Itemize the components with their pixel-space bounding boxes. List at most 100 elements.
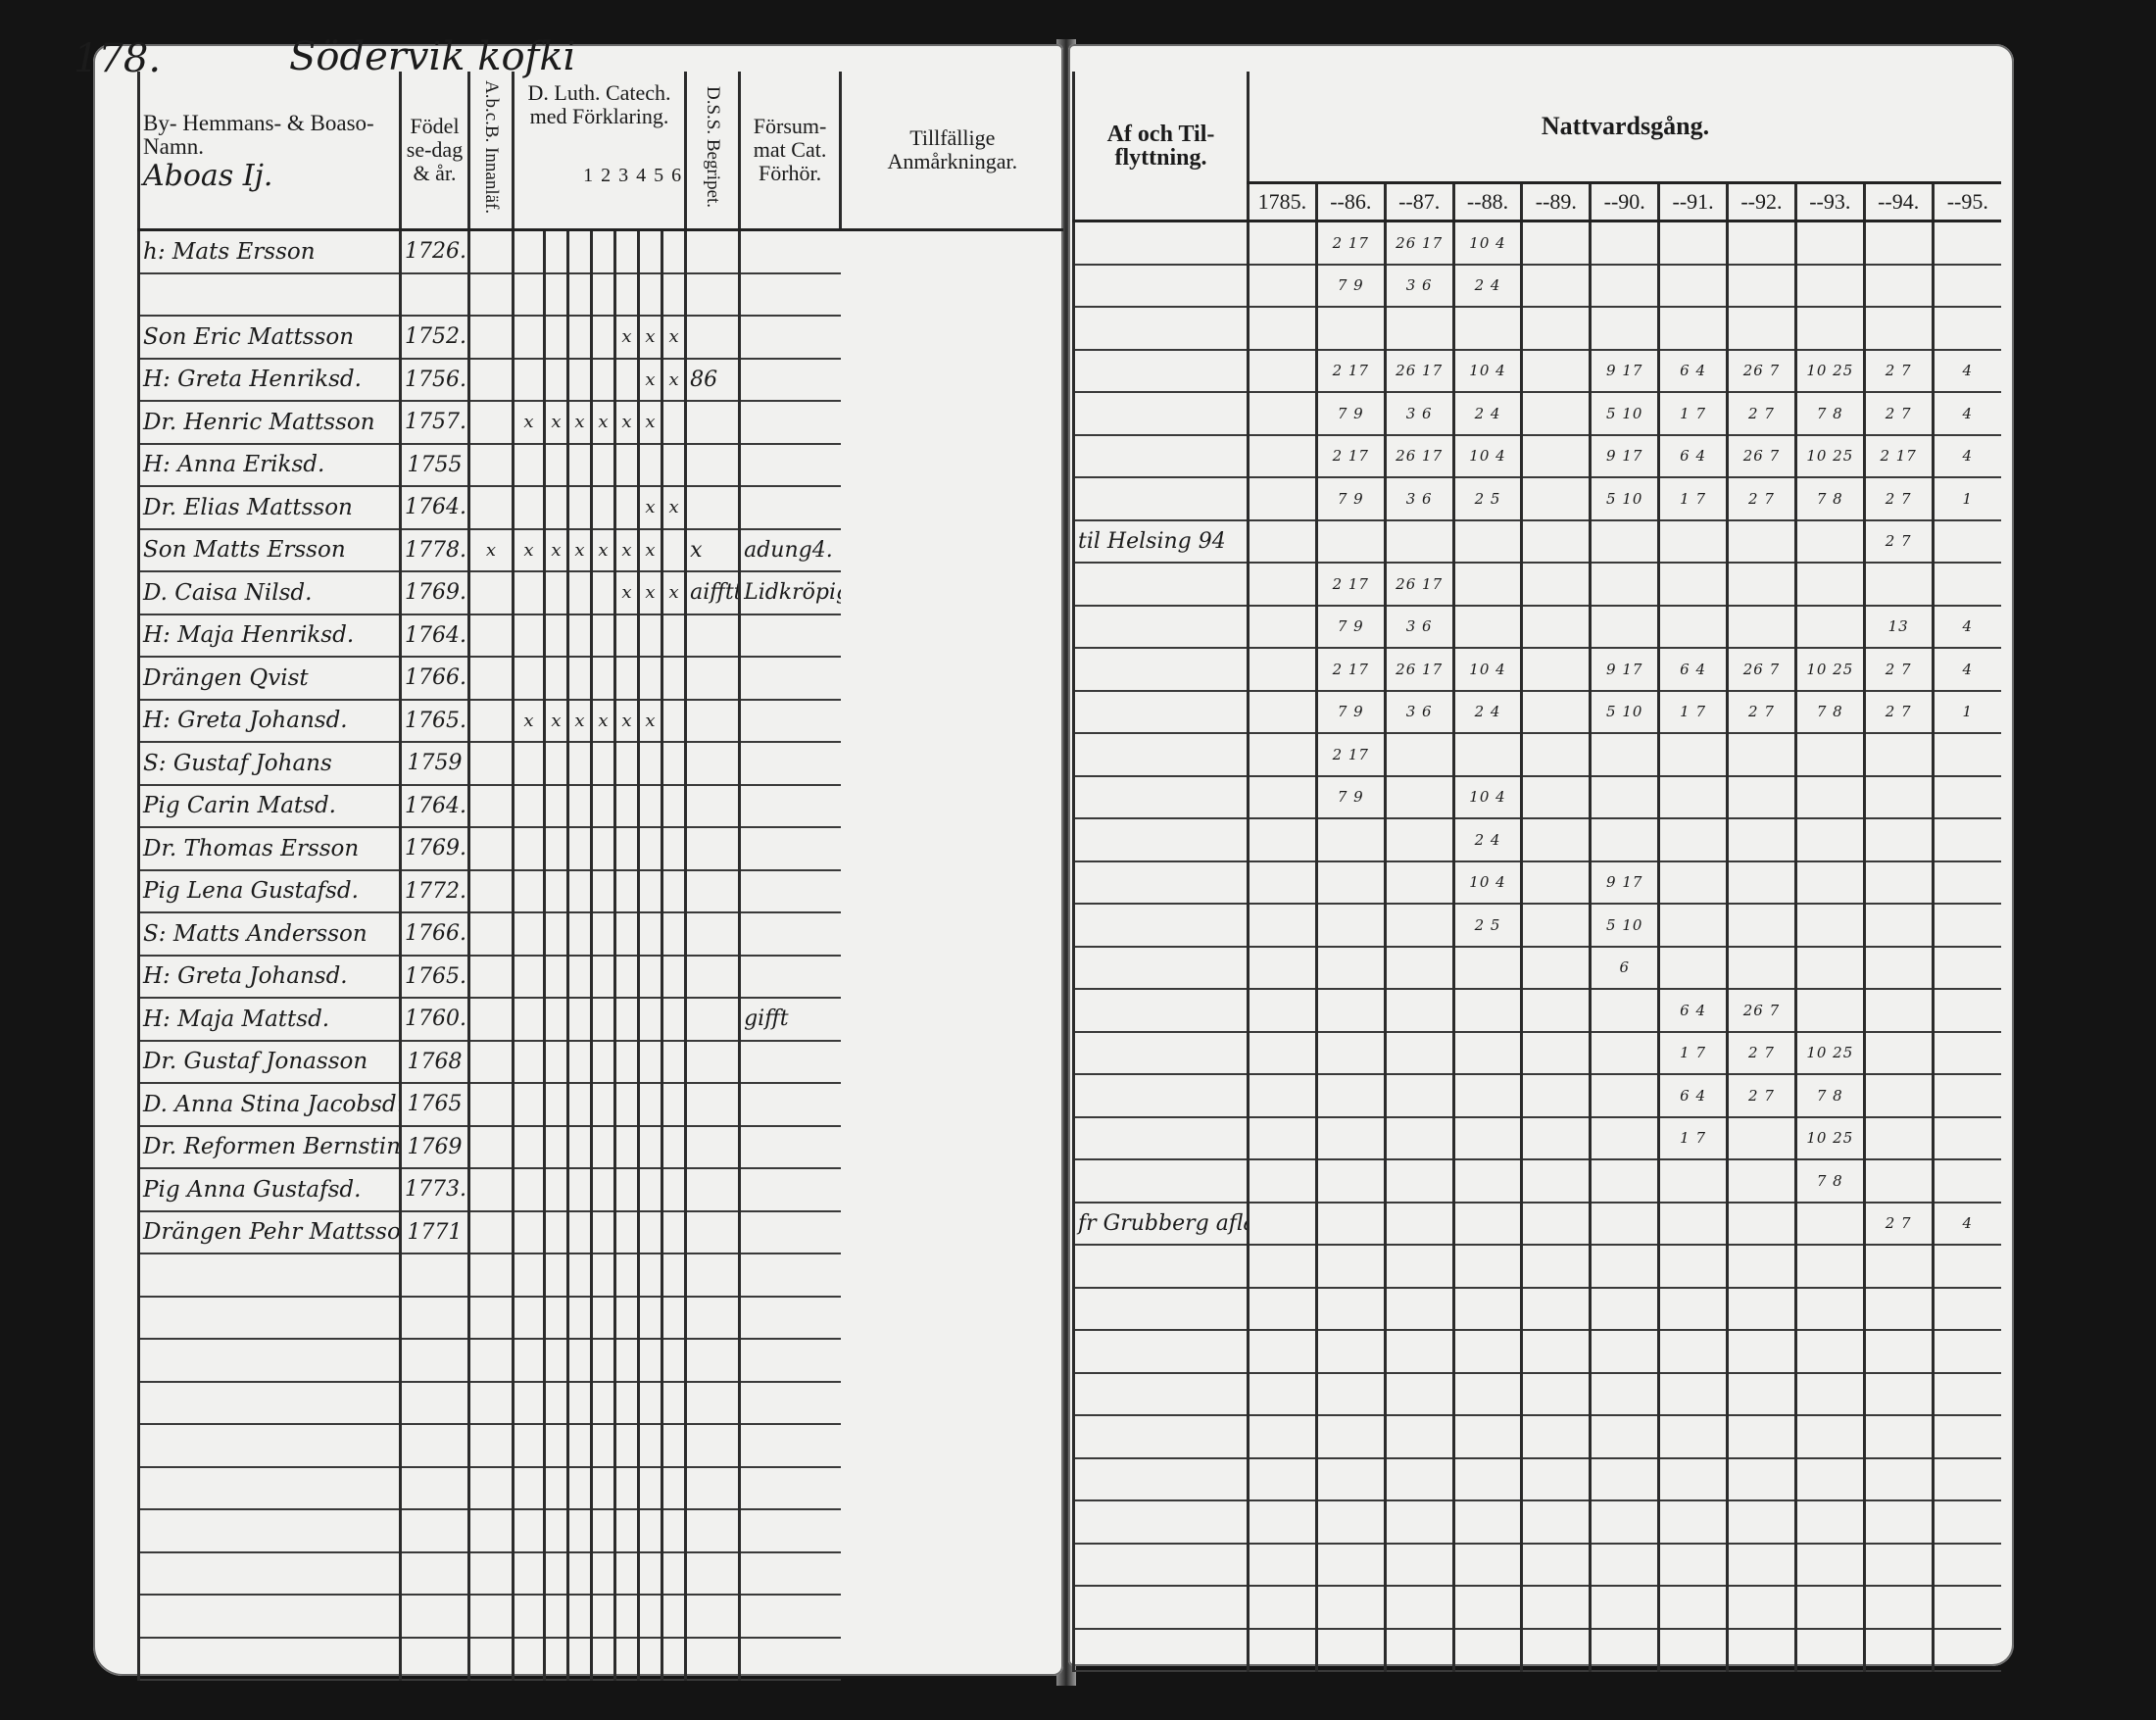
exam-mark	[590, 229, 615, 274]
empty-cell	[1383, 1543, 1454, 1587]
empty-cell	[590, 1466, 615, 1510]
missed-exam: 86	[684, 358, 740, 402]
empty-cell	[137, 1253, 401, 1298]
empty-cell	[1314, 1330, 1386, 1374]
communion-date: 26 17	[1383, 221, 1454, 266]
exam-mark	[660, 955, 686, 999]
communion-date: 6 4	[1657, 1074, 1728, 1118]
birth-year: 1757.	[399, 401, 469, 445]
move-note	[1072, 434, 1249, 478]
empty-cell	[1314, 1372, 1386, 1416]
empty-cell	[1862, 1287, 1934, 1331]
communion-date	[1726, 946, 1796, 990]
communion-date	[1520, 1031, 1591, 1075]
communion-date	[1931, 818, 2001, 862]
empty-cell	[637, 1253, 662, 1298]
table-row: H: Greta Henriksd. 1756. x x 86	[137, 358, 1063, 402]
table-row: Dr. Elias Mattsson 1764. x x	[137, 486, 1063, 530]
exam-mark	[543, 1125, 568, 1169]
table-row: Son Matts Ersson 1778. x x x x x x x x adung4.	[137, 528, 1063, 572]
empty-cell	[512, 1296, 545, 1340]
empty-cell	[1314, 1415, 1386, 1459]
empty-cell	[738, 1339, 841, 1383]
communion-date	[1520, 904, 1591, 948]
communion-date	[1793, 563, 1865, 607]
communion-date: 2 17	[1314, 563, 1386, 607]
empty-cell	[660, 1509, 686, 1553]
empty-cell	[1657, 1415, 1728, 1459]
exam-mark	[566, 869, 592, 913]
exam-mark	[590, 784, 615, 828]
exam-mark: x	[613, 528, 639, 572]
communion-date	[1589, 221, 1659, 266]
empty-cell	[1451, 1543, 1522, 1587]
empty-cell	[1383, 1245, 1454, 1289]
empty-cell	[399, 1466, 469, 1510]
exam-mark	[566, 443, 592, 487]
move-note	[1072, 477, 1249, 521]
missed-exam	[684, 827, 740, 871]
empty-cell	[1451, 1586, 1522, 1630]
communion-date	[1314, 1159, 1386, 1204]
empty-cell	[660, 1595, 686, 1639]
exam-mark	[590, 358, 615, 402]
exam-mark	[566, 827, 592, 871]
communion-date	[1931, 904, 2001, 948]
communion-date	[1451, 1159, 1522, 1204]
table-row: Pig Lena Gustafsd. 1772.	[137, 869, 1063, 913]
empty-cell	[1931, 1415, 2001, 1459]
communion-date	[1793, 775, 1865, 819]
communion-date: 4	[1931, 648, 2001, 692]
communion-date: 2 17	[1314, 221, 1386, 266]
communion-date	[1793, 818, 1865, 862]
header-dss: D.S.S. Begripet.	[684, 72, 740, 231]
exam-mark	[543, 955, 568, 999]
birth-year: 1766.	[399, 657, 469, 701]
year-header: 1785.	[1247, 182, 1317, 222]
birth-year: 1764.	[399, 614, 469, 658]
exam-mark	[566, 1040, 592, 1084]
communion-date	[1247, 477, 1317, 521]
birth-year: 1752.	[399, 316, 469, 360]
communion-date: 7 8	[1793, 1159, 1865, 1204]
exam-mark	[590, 1040, 615, 1084]
communion-date	[1383, 1116, 1454, 1160]
remark	[738, 1083, 841, 1127]
exam-mark	[566, 316, 592, 360]
exam-mark	[543, 869, 568, 913]
communion-date	[1726, 904, 1796, 948]
empty-cell	[566, 1595, 592, 1639]
empty-cell	[1247, 1245, 1317, 1289]
communion-date	[1383, 1159, 1454, 1204]
communion-date	[1247, 221, 1317, 266]
empty-cell	[738, 1466, 841, 1510]
header-moves: Af och Til-flyttning.	[1072, 72, 1249, 222]
exam-mark	[467, 272, 514, 317]
remark	[738, 614, 841, 658]
communion-date: 2 7	[1862, 1202, 1934, 1246]
communion-date	[1520, 349, 1591, 393]
empty-cell	[1793, 1628, 1865, 1672]
empty-cell	[399, 1595, 469, 1639]
communion-date	[1247, 563, 1317, 607]
year-header: --94.	[1862, 182, 1934, 222]
birth-year: 1773.	[399, 1168, 469, 1212]
move-note	[1072, 690, 1249, 734]
communion-date	[1657, 860, 1728, 905]
table-row	[137, 1424, 1063, 1468]
left-page: 178. Södervik kofki By- Hemmans- & Boaso…	[74, 34, 1063, 1681]
empty-cell	[467, 1381, 514, 1425]
exam-mark	[660, 784, 686, 828]
table-row: 2 4	[1072, 818, 2001, 862]
communion-date: 5 10	[1589, 904, 1659, 948]
exam-mark	[590, 742, 615, 786]
empty-cell	[1793, 1330, 1865, 1374]
exam-mark	[590, 443, 615, 487]
communion-date: 10 4	[1451, 648, 1522, 692]
exam-mark	[543, 657, 568, 701]
table-row	[137, 1509, 1063, 1553]
empty-cell	[590, 1296, 615, 1340]
empty-cell	[1657, 1543, 1728, 1587]
